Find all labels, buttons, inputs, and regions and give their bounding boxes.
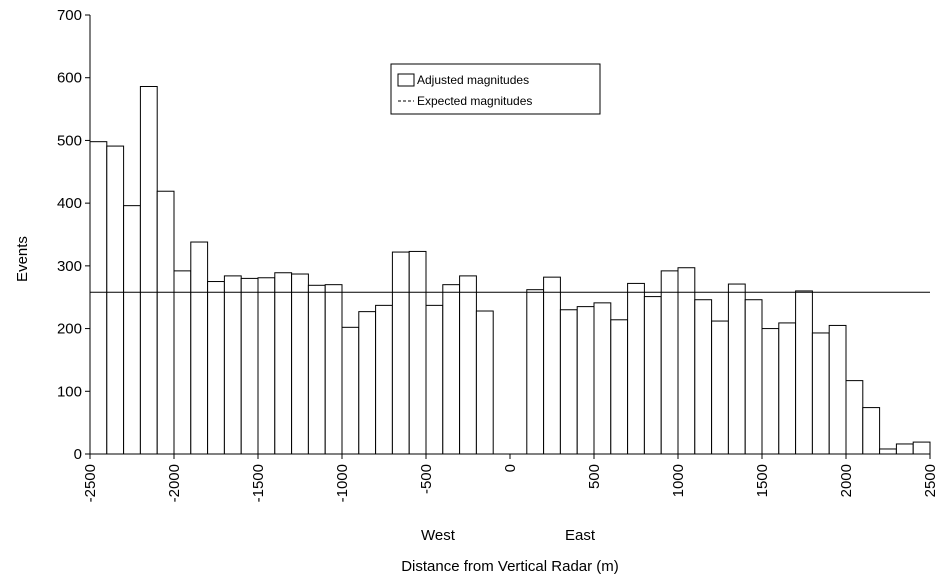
bar [778,322,797,455]
x-tick-label: 2500 [922,464,939,497]
bar [627,282,645,455]
y-tick-label: 700 [57,7,82,24]
east-label: East [565,527,596,544]
bar [526,289,545,455]
bar [576,306,595,455]
y-tick-label: 600 [57,70,82,87]
x-tick-label: 500 [586,464,603,489]
west-label: West [421,527,456,544]
bar [89,141,108,455]
axes-layer [85,14,931,459]
bar [543,276,561,455]
bar [190,241,209,455]
bar [727,283,746,455]
bar [643,296,662,455]
y-tick-labels: 0 100 200 300 400 500 600 700 [57,7,82,463]
bar [223,275,242,455]
y-axis-title: Events [14,236,31,282]
x-tick-label: 1000 [670,464,687,497]
x-tick-labels: -2500 -2000 -1500 -1000 -500 0 500 1000 1500 2000… [82,464,939,502]
legend-box [390,63,601,115]
bar [139,85,158,455]
bar [795,290,813,455]
bar [257,277,276,455]
bar [593,302,612,455]
x-tick-label: -1000 [334,464,351,502]
y-tick-label: 400 [57,195,82,212]
bar [375,304,393,455]
bar [845,380,864,455]
y-tick-label: 500 [57,132,82,149]
bar [274,272,293,455]
bar [475,310,494,455]
bar [711,320,729,455]
bar [610,319,629,455]
bar [391,251,410,455]
bar [559,309,578,455]
bar [761,328,780,455]
y-tick-label: 300 [57,258,82,275]
bar [828,324,847,455]
bar [324,284,343,455]
bar [879,448,897,455]
legend-label-adjusted: Adjusted magnitudes [417,73,529,87]
x-tick-label: -2000 [166,464,183,502]
x-tick-label: -2500 [82,464,99,502]
bar [459,275,477,455]
x-tick-label: 0 [502,464,519,472]
bar [173,270,192,455]
bar [123,205,141,455]
bar [341,326,360,455]
bar [156,190,175,455]
legend: Adjusted magnitudes Expected magnitudes [390,63,601,115]
legend-swatch-adjusted [397,73,415,87]
bar [408,250,427,455]
bar [291,273,309,455]
bar [442,284,461,455]
y-tick-label: 0 [74,446,82,463]
x-axis-title: Distance from Vertical Radar (m) [401,558,619,575]
bars-layer [89,85,931,455]
bar [240,277,259,455]
bar [660,270,679,455]
legend-label-expected: Expected magnitudes [417,94,532,108]
x-tick-label: 1500 [754,464,771,497]
bar [677,267,696,455]
bar [106,145,125,455]
bar [207,281,225,455]
bar [425,304,444,455]
x-tick-label: -500 [418,464,435,494]
x-tick-label: 2000 [838,464,855,497]
x-tick-label: -1500 [250,464,267,502]
bar [358,311,377,455]
bar [811,332,830,455]
bar [307,284,326,455]
y-tick-label: 100 [57,383,82,400]
y-tick-label: 200 [57,321,82,338]
bar [895,443,914,455]
bar [862,407,881,455]
bar [744,299,763,455]
bar [912,441,931,455]
bar [694,299,713,455]
